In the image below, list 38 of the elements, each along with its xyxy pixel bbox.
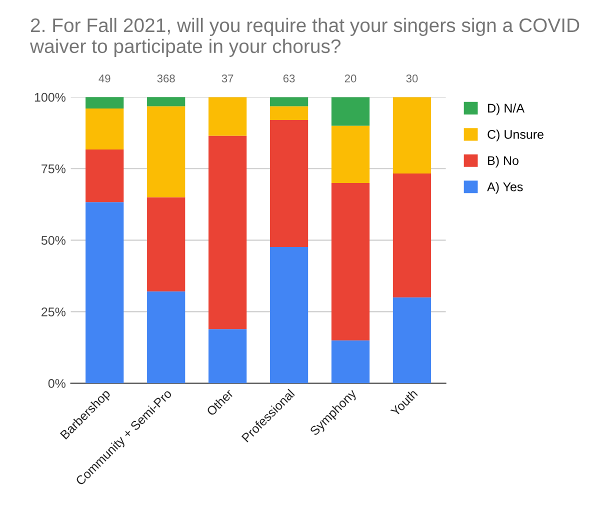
y-tick-label: 50% [41, 236, 66, 245]
bar [86, 97, 124, 109]
bar [147, 197, 186, 292]
bar [86, 202, 124, 384]
legend-label: A) Yes [487, 182, 523, 194]
annotation: 30 [406, 74, 418, 82]
y-tick-label: 100% [34, 92, 66, 102]
bar [86, 149, 124, 202]
annotation: 37 [222, 74, 234, 82]
annotation: 368 [157, 74, 175, 82]
bar [392, 97, 432, 174]
annotation: 20 [344, 74, 356, 82]
bar [270, 120, 308, 248]
bar [208, 136, 247, 330]
bar [147, 97, 186, 106]
bar [331, 182, 370, 340]
legend-label: C) Unsure [488, 130, 544, 142]
bar [147, 106, 186, 198]
legend-label: D) N/A [488, 103, 525, 116]
bar [392, 173, 432, 298]
legend-label: B) No [488, 156, 518, 168]
bar [270, 247, 308, 384]
y-tick-label: 75% [42, 164, 66, 174]
y-tick-label: 25% [42, 308, 66, 316]
bar [331, 126, 370, 183]
bar [208, 97, 247, 136]
bar [392, 297, 432, 384]
bar [208, 329, 247, 384]
bar [331, 97, 370, 126]
annotation: 63 [283, 74, 295, 82]
bar [331, 340, 370, 384]
bar [147, 291, 186, 384]
bar [270, 97, 308, 106]
bar [270, 106, 308, 120]
bar [86, 108, 124, 150]
y-tick-label: 0% [48, 379, 66, 388]
annotation: 49 [98, 74, 110, 82]
chart-title: 2. For Fall 2021, will you require that your singers sign a COVID waiver to participate in your chorus? [30, 18, 580, 57]
